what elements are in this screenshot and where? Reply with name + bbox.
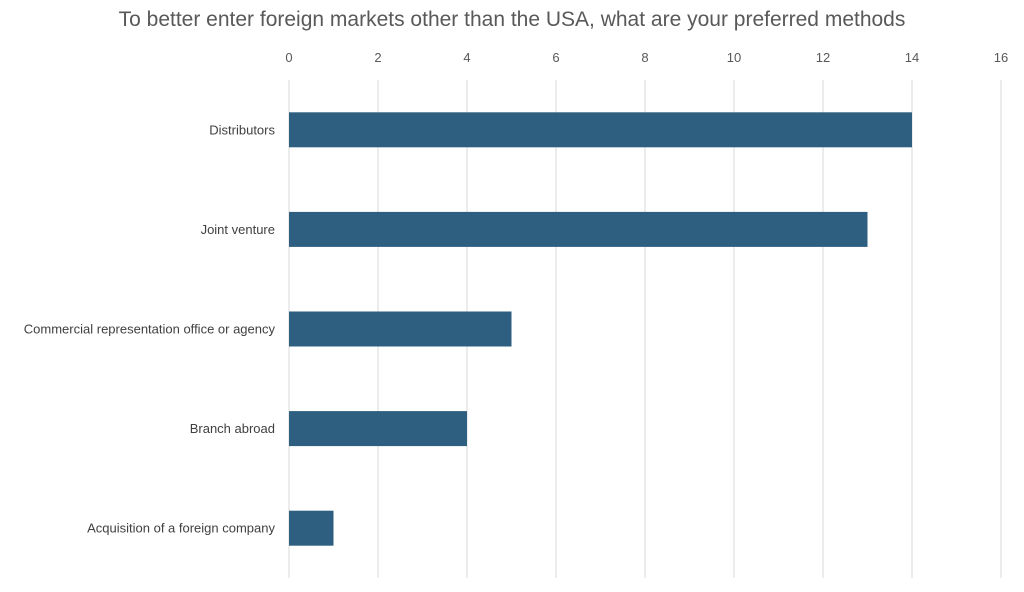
bar bbox=[289, 112, 912, 148]
x-tick-label: 16 bbox=[994, 50, 1008, 65]
bar bbox=[289, 510, 334, 546]
bar bbox=[289, 411, 467, 447]
category-label: Branch abroad bbox=[190, 421, 275, 436]
x-tick-label: 12 bbox=[816, 50, 830, 65]
x-tick-label: 8 bbox=[641, 50, 648, 65]
x-tick-label: 0 bbox=[285, 50, 292, 65]
x-axis-ticks: 0 2 4 6 8 10 12 14 16 bbox=[285, 50, 1008, 65]
chart-title: To better enter foreign markets other th… bbox=[118, 8, 906, 31]
category-label: Acquisition of a foreign company bbox=[87, 521, 275, 536]
category-label: Commercial representation office or agen… bbox=[24, 322, 276, 337]
x-tick-label: 6 bbox=[552, 50, 559, 65]
bar bbox=[289, 311, 512, 347]
x-tick-label: 2 bbox=[374, 50, 381, 65]
category-label: Joint venture bbox=[201, 222, 275, 237]
x-tick-label: 4 bbox=[463, 50, 470, 65]
category-labels: Distributors Joint venture Commercial repr… bbox=[24, 122, 276, 535]
bars bbox=[289, 112, 912, 546]
bar bbox=[289, 211, 868, 247]
x-tick-label: 14 bbox=[905, 50, 919, 65]
x-tick-label: 10 bbox=[727, 50, 741, 65]
category-label: Distributors bbox=[209, 122, 275, 137]
